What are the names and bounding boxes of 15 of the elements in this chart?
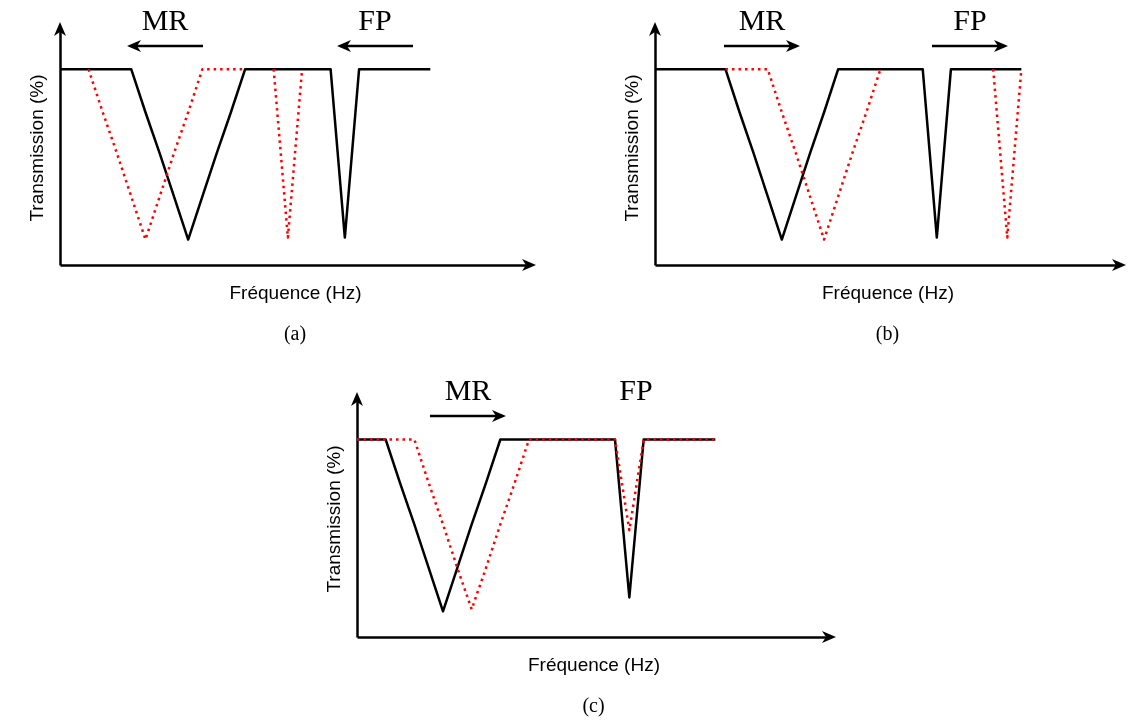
text: FP [953,3,987,36]
y-axis-title: Transmission (%) [322,445,344,593]
text: (a) [283,322,307,345]
y-axis-title: Transmission (%) [620,74,642,222]
text: MR [141,3,189,36]
text: FP [619,373,653,406]
x-axis-title: Fréquence (Hz) [822,281,954,303]
x-axis-title: Fréquence (Hz) [229,281,362,303]
text: FP [358,3,392,36]
text: MR [444,373,492,406]
text: MR [738,3,786,36]
y-axis-title: Transmission (%) [25,74,47,222]
text: (b) [875,322,900,345]
x-axis-title: Fréquence (Hz) [528,653,660,675]
text: (c) [582,694,605,717]
